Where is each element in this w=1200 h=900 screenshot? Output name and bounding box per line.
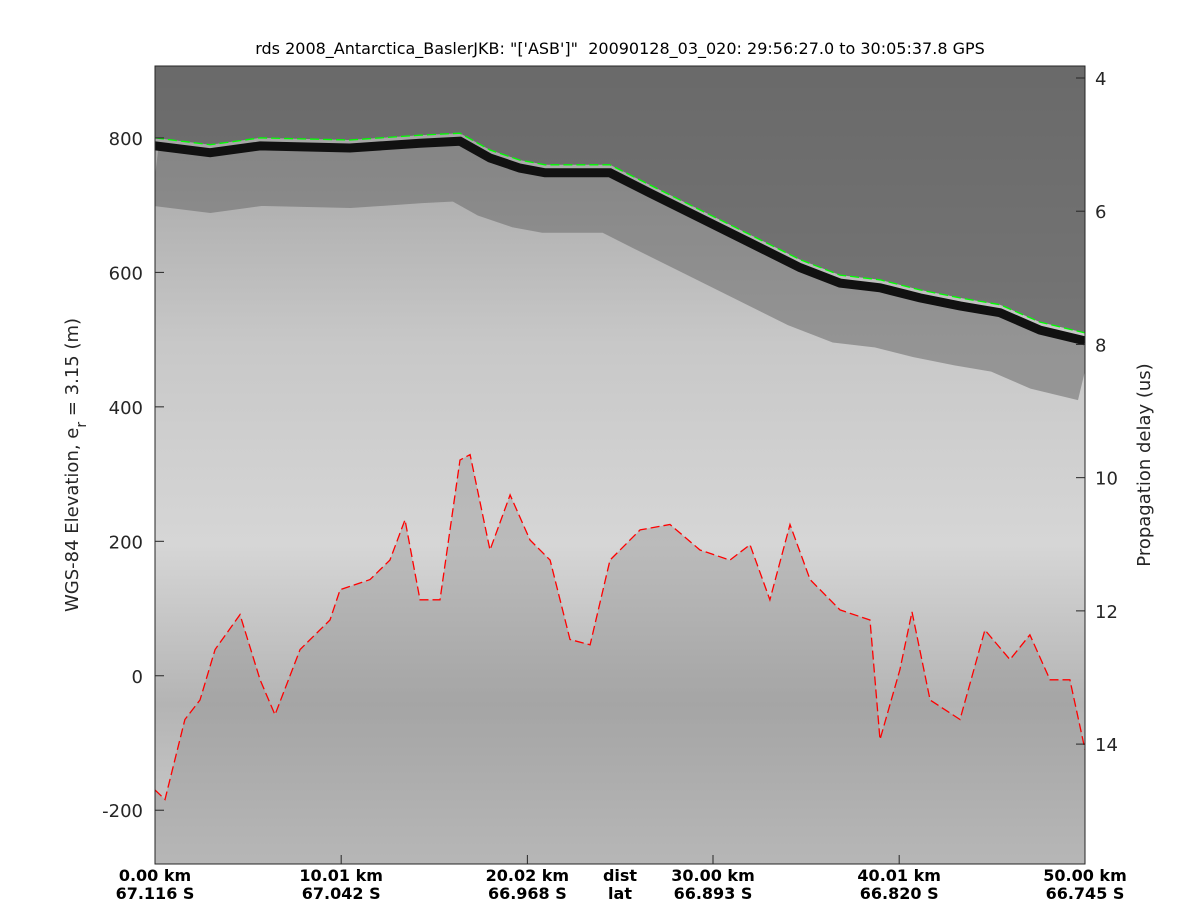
x-tick-label-2: 67.116 S	[116, 884, 195, 900]
y2-axis-label: Propagation delay (us)	[1134, 363, 1155, 566]
y-tick-label: 200	[109, 532, 143, 553]
y2-tick-label: 4	[1095, 69, 1106, 90]
chart-title: rds 2008_Antarctica_BaslerJKB: "['ASB']"…	[255, 39, 985, 59]
x-tick-label-2: 66.820 S	[860, 884, 939, 900]
y-label-text: WGS-84 Elevation, e	[62, 428, 83, 612]
echo-upper	[155, 66, 1085, 333]
echo-band	[155, 136, 1085, 346]
y-tick-label: -200	[102, 801, 143, 822]
y-tick-label: 800	[109, 129, 143, 150]
y-label-sub: r	[74, 422, 90, 428]
x-tick-label-2: 66.745 S	[1046, 884, 1125, 900]
x-tick-label: 30.00 km	[671, 866, 755, 885]
y-tick-label: 400	[109, 398, 143, 419]
y2-tick-label: 8	[1095, 335, 1106, 356]
x-axis-label-2: lat	[608, 884, 632, 900]
echo-band	[155, 140, 1085, 401]
echo-bed	[155, 454, 1085, 864]
line-series	[155, 132, 1085, 334]
y-tick-label: 0	[132, 667, 143, 688]
x-tick-label: 10.01 km	[299, 866, 383, 885]
axes-frame	[154, 65, 1086, 865]
y-label-rest: = 3.15 (m)	[62, 318, 83, 422]
y2-tick-label: 12	[1095, 602, 1118, 623]
y-tick-label: 600	[109, 263, 143, 284]
x-axis-label: dist	[603, 866, 637, 885]
x-tick-label-2: 66.893 S	[674, 884, 753, 900]
x-tick-label: 20.02 km	[486, 866, 570, 885]
line-series	[155, 453, 1085, 801]
y2-tick-label: 10	[1095, 469, 1118, 490]
x-tick-label-2: 67.042 S	[302, 884, 381, 900]
y2-tick-label: 6	[1095, 202, 1106, 223]
x-tick-label: 0.00 km	[119, 866, 191, 885]
y2-tick-label: 14	[1095, 735, 1118, 756]
y-axis-label: WGS-84 Elevation, er = 3.15 (m)	[62, 318, 90, 612]
x-tick-label: 40.01 km	[857, 866, 941, 885]
x-tick-label: 50.00 km	[1043, 866, 1127, 885]
x-tick-label-2: 66.968 S	[488, 884, 567, 900]
